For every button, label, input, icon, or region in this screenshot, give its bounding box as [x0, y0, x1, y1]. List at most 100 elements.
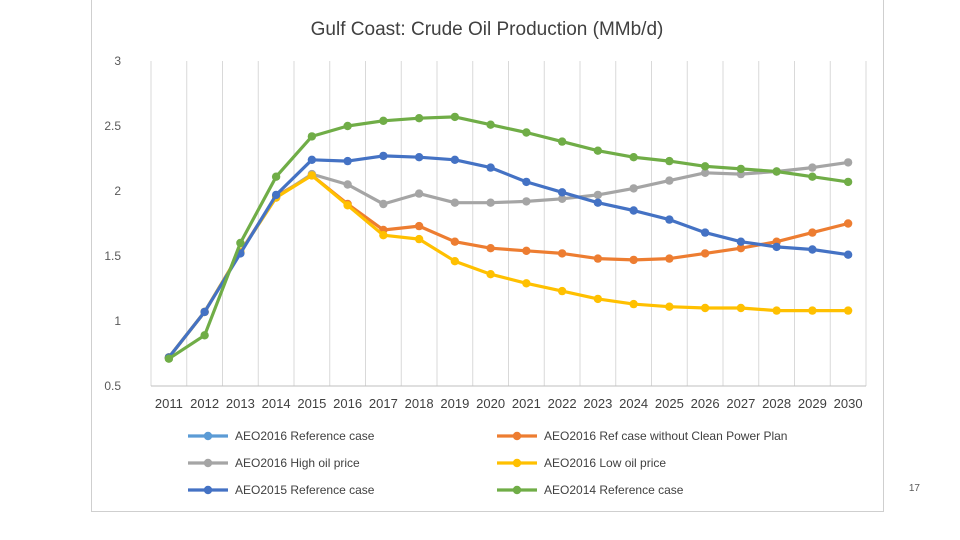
data-point [200, 307, 209, 317]
data-point [557, 194, 567, 203]
x-tick-label: 2018 [405, 396, 434, 411]
x-tick-label: 2029 [798, 396, 827, 411]
data-point [343, 121, 352, 131]
x-tick-label: 2016 [333, 396, 362, 411]
data-point [271, 172, 281, 181]
x-axis-ticks: 2011 2012 2013 2014 2015 2016 2017 2018 2019 2020… [155, 396, 863, 411]
legend-item: AEO2016 Ref case without Clean Power Pla… [497, 429, 787, 443]
data-point [522, 177, 531, 187]
data-point [486, 270, 495, 279]
series-line [167, 154, 850, 359]
data-point [629, 206, 638, 215]
data-point [379, 231, 388, 240]
page-number: 17 [908, 483, 920, 494]
data-point [343, 180, 352, 189]
legend-swatch-marker [203, 485, 213, 495]
legend-item: AEO2016 Low oil price [497, 456, 666, 470]
data-point [843, 219, 853, 228]
legend-label: AEO2015 Reference case [235, 483, 375, 497]
data-point [665, 302, 674, 311]
data-point [414, 189, 424, 198]
data-point [486, 198, 495, 207]
data-point [700, 168, 710, 177]
data-point [665, 254, 674, 263]
legend: AEO2016 Reference case AEO2016 Ref case w… [188, 429, 787, 497]
data-point [450, 257, 460, 266]
data-point [343, 156, 352, 166]
data-point [843, 250, 853, 259]
y-tick-label: 1 [114, 314, 121, 328]
x-tick-label: 2011 [155, 396, 183, 411]
legend-swatch-marker [203, 431, 213, 441]
data-point [307, 171, 317, 180]
legend-item: AEO2016 High oil price [188, 456, 360, 470]
data-point [772, 167, 781, 176]
data-point [271, 190, 281, 200]
data-point [629, 255, 638, 265]
data-point [522, 197, 531, 206]
x-tick-label: 2025 [655, 396, 684, 411]
data-point [414, 221, 424, 231]
data-point [557, 286, 567, 296]
data-point [736, 164, 746, 174]
x-tick-label: 2019 [440, 396, 469, 411]
data-point [343, 201, 352, 210]
data-point [808, 163, 817, 172]
data-point [593, 198, 603, 207]
x-tick-label: 2013 [226, 396, 255, 411]
data-point [414, 234, 424, 244]
data-point [808, 245, 817, 254]
legend-label: AEO2016 High oil price [235, 456, 360, 470]
x-tick-label: 2020 [476, 396, 505, 411]
data-point [307, 155, 317, 164]
data-point [522, 128, 531, 137]
data-point [486, 163, 495, 172]
data-point [772, 242, 781, 252]
data-point [414, 153, 424, 162]
data-point [665, 176, 674, 185]
data-point [843, 177, 853, 187]
data-point [450, 112, 460, 122]
data-point [236, 238, 245, 248]
legend-label: AEO2016 Low oil price [544, 456, 666, 470]
x-tick-label: 2015 [297, 396, 326, 411]
chart-svg: Gulf Coast: Crude Oil Production (MMb/d)… [104, 19, 867, 497]
data-point [843, 306, 853, 315]
x-tick-label: 2021 [512, 396, 541, 411]
data-point [522, 279, 531, 288]
legend-label: AEO2014 Reference case [544, 483, 684, 497]
data-point [593, 146, 603, 155]
data-point [772, 306, 781, 315]
data-point [700, 162, 710, 171]
data-point [629, 153, 638, 162]
data-point [629, 184, 638, 193]
x-tick-label: 2028 [762, 396, 791, 411]
legend-label: AEO2016 Ref case without Clean Power Pla… [544, 429, 787, 443]
x-tick-label: 2014 [262, 396, 291, 411]
data-point [557, 137, 567, 146]
series-line [167, 115, 850, 361]
y-tick-label: 2 [114, 184, 121, 198]
data-point [593, 294, 603, 304]
grid-lines [150, 61, 867, 387]
legend-label: AEO2016 Reference case [235, 429, 375, 443]
x-tick-label: 2027 [726, 396, 755, 411]
data-point [450, 237, 460, 246]
x-tick-label: 2030 [834, 396, 863, 411]
chart-frame: Gulf Coast: Crude Oil Production (MMb/d)… [91, 0, 884, 512]
data-point [808, 228, 817, 237]
data-point [593, 190, 603, 200]
data-point [593, 254, 603, 263]
data-point [200, 331, 209, 340]
data-point [736, 244, 746, 253]
data-point [629, 299, 638, 309]
x-tick-label: 2024 [619, 396, 648, 411]
data-point [379, 199, 388, 209]
y-axis-ticks: 0.5 1 1.5 2 2.5 3 [104, 54, 121, 393]
y-tick-label: 3 [114, 54, 121, 68]
data-point [736, 237, 746, 246]
series-aeo2015-reference-case [164, 151, 853, 362]
series-lines [164, 112, 853, 363]
series-line [167, 173, 850, 359]
data-point [450, 198, 460, 207]
